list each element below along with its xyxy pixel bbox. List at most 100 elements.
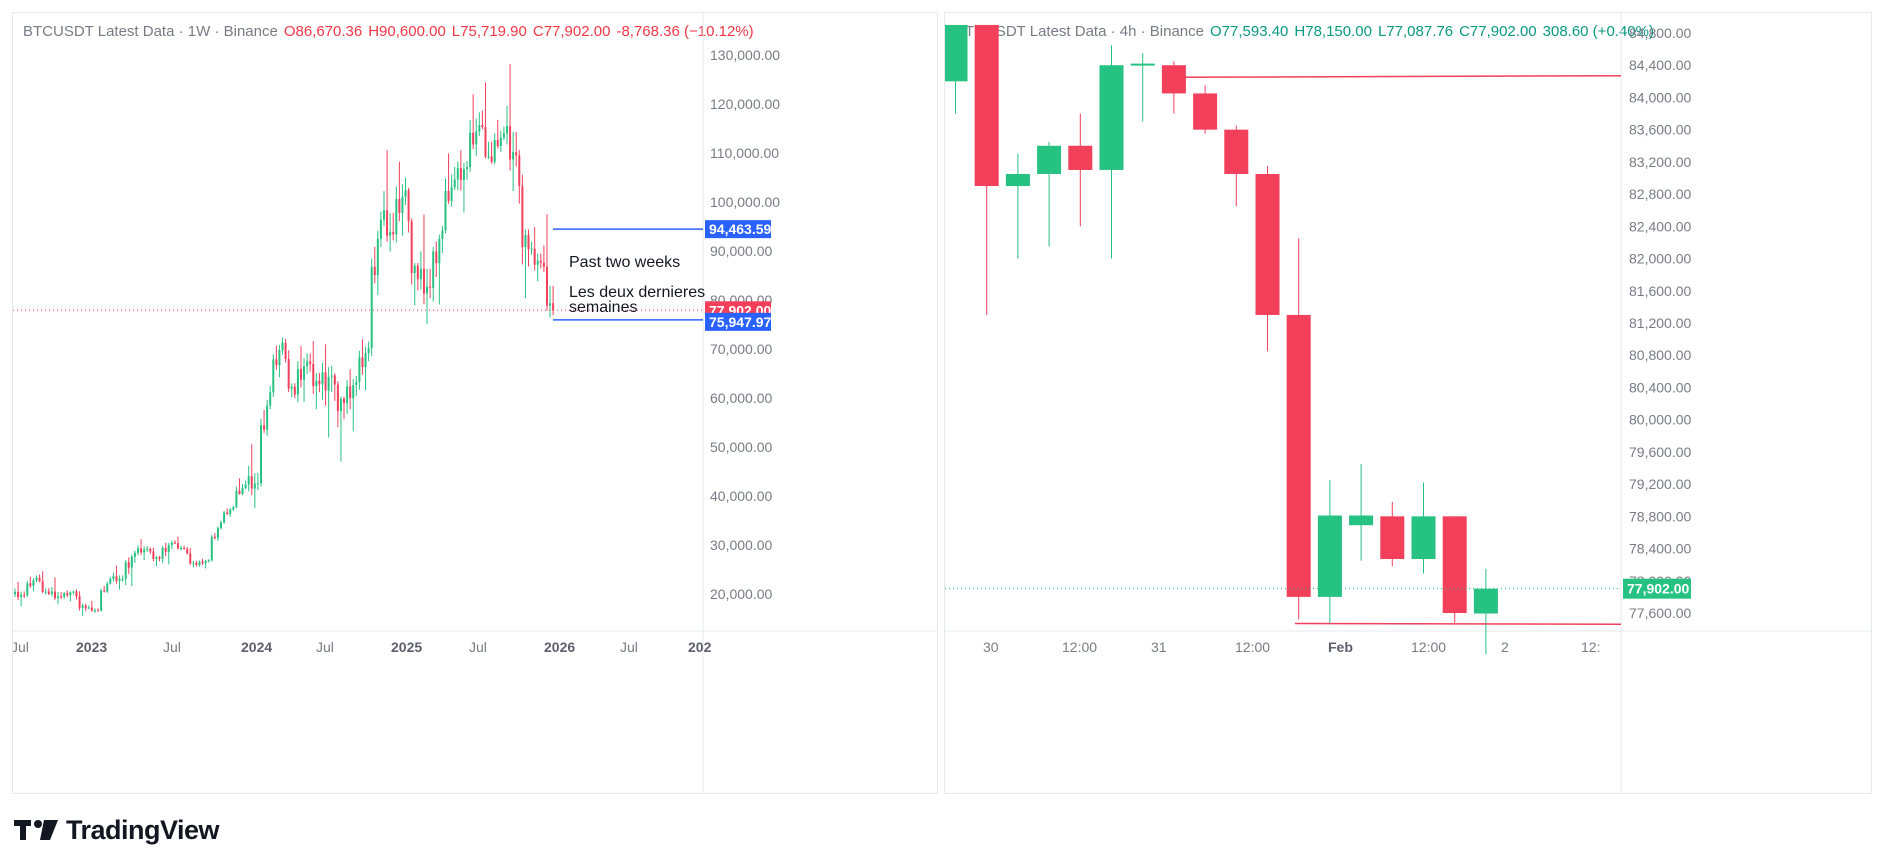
tradingview-logo[interactable]: TradingView — [14, 813, 220, 847]
candle-body — [545, 266, 548, 306]
price-axis-label: 130,000.00 — [710, 47, 780, 63]
candle-body — [124, 562, 127, 579]
candle-body — [127, 562, 130, 568]
time-axis-label: 202 — [688, 639, 712, 655]
candle-body — [247, 476, 250, 485]
candle-body — [223, 512, 226, 523]
candle-body — [299, 369, 302, 380]
candle-body — [1349, 515, 1374, 526]
candle-body — [81, 605, 84, 608]
candle-body — [189, 553, 192, 564]
candle-body — [413, 265, 416, 274]
candle-body — [69, 592, 72, 596]
candle-body — [447, 190, 450, 201]
candle-body — [373, 266, 376, 276]
candle-body — [392, 232, 395, 235]
candle-body — [20, 594, 23, 598]
candle-body — [530, 248, 533, 250]
candle-body — [339, 398, 342, 412]
candle-body — [244, 484, 247, 489]
price-axis-label: 90,000.00 — [710, 243, 772, 259]
candle-body — [35, 577, 38, 581]
candle-body — [404, 190, 407, 197]
candle-body — [383, 210, 385, 220]
candle-body — [376, 238, 379, 276]
weekly-chart-panel[interactable]: BTCUSDT Latest Data · 1W · Binance O86,67… — [12, 12, 938, 794]
candle-body — [512, 152, 515, 160]
price-axis-label: 120,000.00 — [710, 96, 780, 112]
annotation-fr-line1: Les deux dernieres — [569, 284, 705, 301]
weekly-chart-header: BTCUSDT Latest Data · 1W · Binance O86,67… — [23, 23, 760, 40]
candle-body — [1130, 63, 1155, 66]
candle-body — [327, 376, 330, 391]
4h-chart-panel[interactable]: BTCUSDT Latest Data · 4h · Binance O77,59… — [944, 12, 1872, 794]
weekly-candlestick-chart[interactable]: 130,000.00 120,000.00 110,000.00 100,000.00… — [13, 13, 937, 793]
candle-body — [207, 560, 210, 562]
upper-level-tag: 94,463.59 — [709, 221, 771, 237]
candle-body — [1255, 173, 1280, 315]
candle-body — [130, 556, 133, 568]
time-axis-label: Jul — [13, 639, 29, 655]
candle-body — [238, 490, 241, 494]
candle-body — [435, 251, 438, 264]
candle-body — [407, 190, 410, 222]
4h-chart-header: BTCUSDT Latest Data · 4h · Binance O77,59… — [955, 23, 1660, 40]
candle-body — [1442, 516, 1467, 613]
candle-body — [32, 580, 35, 586]
high-value: H90,600.00 — [368, 23, 446, 40]
candle-body — [269, 392, 272, 406]
price-axis-label: 82,000.00 — [1629, 251, 1691, 267]
candle-body — [515, 152, 518, 156]
low-value: L77,087.76 — [1377, 23, 1454, 40]
price-axis-label: 70,000.00 — [710, 341, 772, 357]
price-axis-label: 82,800.00 — [1629, 186, 1691, 202]
price-axis-label: 84,800.00 — [1629, 25, 1691, 41]
candle-body — [324, 372, 327, 391]
candle-body — [506, 126, 508, 134]
candle-body — [256, 483, 259, 485]
tradingview-logo-icon — [14, 820, 58, 840]
candle-body — [309, 361, 312, 364]
candle-body — [343, 398, 346, 403]
candle-body — [14, 591, 16, 594]
candle-body — [164, 547, 167, 552]
candle-body — [358, 357, 361, 382]
price-axis-label: 78,400.00 — [1629, 541, 1691, 557]
price-axis-label: 100,000.00 — [710, 194, 780, 210]
time-axis-label: 12: — [1581, 639, 1600, 655]
4h-candlestick-chart[interactable]: 84,800.00 84,400.00 84,000.00 83,600.00 83,2… — [945, 13, 1871, 793]
candle-body — [524, 235, 527, 248]
candle-body — [379, 219, 382, 239]
time-axis-label: 2 — [1501, 639, 1509, 655]
candle-body — [493, 139, 496, 162]
candle-body — [1005, 173, 1030, 187]
close-value: C77,902.00 — [532, 23, 611, 40]
candle-body — [361, 357, 364, 367]
candle-body — [180, 547, 183, 549]
price-axis-label: 80,000.00 — [1629, 412, 1691, 428]
candle-body — [186, 548, 189, 554]
candle-body — [17, 591, 20, 598]
candle-body — [1224, 129, 1249, 174]
candle-body — [386, 210, 389, 236]
candle-body — [97, 610, 100, 612]
candle-body — [109, 578, 112, 584]
candle-body — [364, 353, 367, 367]
candle-body — [346, 386, 349, 403]
candle-body — [266, 405, 269, 430]
candle-body — [945, 24, 968, 82]
candle-body — [502, 133, 505, 138]
candle-body — [306, 361, 309, 367]
price-axis-label: 79,600.00 — [1629, 444, 1691, 460]
candle-body — [26, 583, 29, 595]
candle-body — [518, 155, 521, 187]
price-axis-label: 78,800.00 — [1629, 508, 1691, 524]
candle-body — [315, 380, 318, 387]
candle-body — [499, 137, 502, 146]
candle-body — [149, 548, 152, 552]
time-axis-label: 2026 — [544, 639, 575, 655]
candle-body — [552, 303, 555, 311]
time-axis-label: Jul — [620, 639, 638, 655]
last-price-tag: 77,902.00 — [1627, 581, 1689, 597]
price-axis-label: 84,000.00 — [1629, 89, 1691, 105]
